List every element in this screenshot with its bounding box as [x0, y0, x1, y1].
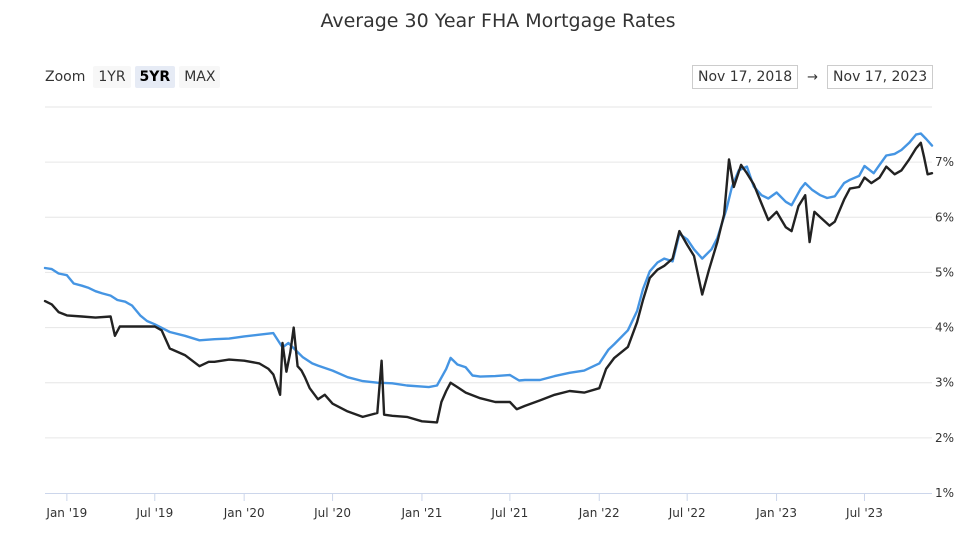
x-tick-label: Jan '23	[755, 506, 797, 520]
x-tick-label: Jan '20	[223, 506, 265, 520]
y-tick-label: 7%	[935, 155, 954, 169]
zoom-bar: Zoom 1YR 5YR MAX	[45, 66, 221, 88]
y-tick-label: 3%	[935, 376, 954, 390]
x-tick-label: Jan '19	[45, 506, 87, 520]
date-range: Nov 17, 2018 → Nov 17, 2023	[692, 65, 934, 89]
x-tick-label: Jul '19	[135, 506, 173, 520]
x-tick-label: Jul '20	[313, 506, 351, 520]
x-tick-label: Jan '21	[401, 506, 443, 520]
series-line-fha-index	[43, 132, 934, 389]
y-tick-label: 6%	[935, 210, 954, 224]
range-arrow: →	[807, 69, 819, 85]
zoom-1yr-button[interactable]: 1YR	[93, 66, 131, 88]
x-tick-label: Jan '22	[578, 506, 620, 520]
x-tick-label: Jul '23	[845, 506, 883, 520]
zoom-max-button[interactable]: MAX	[179, 66, 221, 88]
y-tick-label: 5%	[935, 265, 954, 279]
zoom-label: Zoom	[45, 69, 86, 85]
range-to-input[interactable]: Nov 17, 2023	[827, 65, 934, 89]
x-tick-label: Jul '21	[490, 506, 528, 520]
range-from-input[interactable]: Nov 17, 2018	[692, 65, 799, 89]
chart-title: Average 30 Year FHA Mortgage Rates	[320, 10, 676, 32]
y-tick-label: 4%	[935, 321, 954, 335]
zoom-5yr-button[interactable]: 5YR	[134, 66, 176, 88]
y-tick-label: 1%	[935, 486, 954, 500]
series-line-fha-rate	[43, 141, 934, 424]
x-tick-label: Jul '22	[668, 506, 706, 520]
y-tick-label: 2%	[935, 431, 954, 445]
